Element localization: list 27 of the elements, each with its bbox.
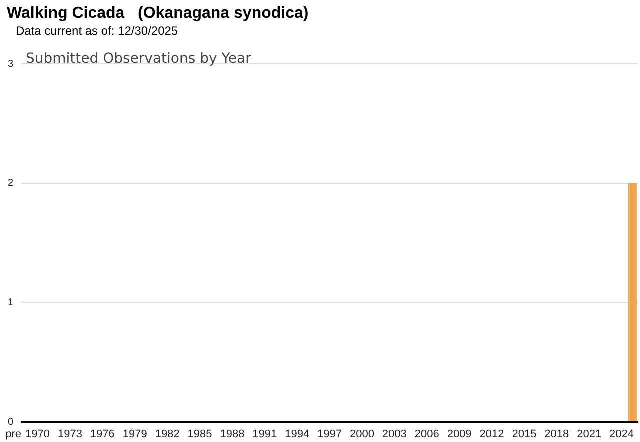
x-tick-label: 2003 bbox=[382, 428, 407, 441]
chart-subtitle: Data current as of: 12/30/2025 bbox=[16, 24, 178, 38]
x-tick-label: 2015 bbox=[512, 428, 537, 441]
x-tick-label: 2009 bbox=[447, 428, 472, 441]
x-tick-label: 1970 bbox=[26, 428, 50, 441]
x-tick-label: 1994 bbox=[285, 428, 310, 441]
x-tick-label: 1997 bbox=[318, 428, 342, 441]
x-tick-label: 2000 bbox=[350, 428, 374, 441]
x-tick-label: 1982 bbox=[155, 428, 180, 441]
y-tick-label: 3 bbox=[8, 58, 14, 70]
x-tick-label: 1991 bbox=[252, 428, 278, 441]
chart-title: Walking Cicada (Okanagana synodica) bbox=[7, 5, 309, 23]
x-tick-label: 1988 bbox=[220, 428, 245, 441]
y-tick-label: 0 bbox=[8, 416, 14, 428]
x-tick-label: 2024 bbox=[610, 428, 634, 441]
x-tick-label: 1985 bbox=[188, 428, 212, 441]
x-tick-label: 2021 bbox=[577, 428, 602, 441]
y-tick-label: 2 bbox=[8, 178, 14, 190]
x-tick-label: 2012 bbox=[480, 428, 504, 441]
x-tick-label: 1973 bbox=[58, 428, 82, 441]
x-tick-label: pre bbox=[6, 428, 22, 441]
y-tick-label: 1 bbox=[8, 297, 14, 308]
x-tick-label: 1976 bbox=[90, 428, 115, 441]
x-tick-label: 2018 bbox=[544, 428, 570, 441]
x-tick-label: 2006 bbox=[414, 428, 440, 441]
x-tick-label: 1979 bbox=[122, 428, 148, 441]
annotation: Submitted Observations by Year bbox=[26, 51, 252, 67]
